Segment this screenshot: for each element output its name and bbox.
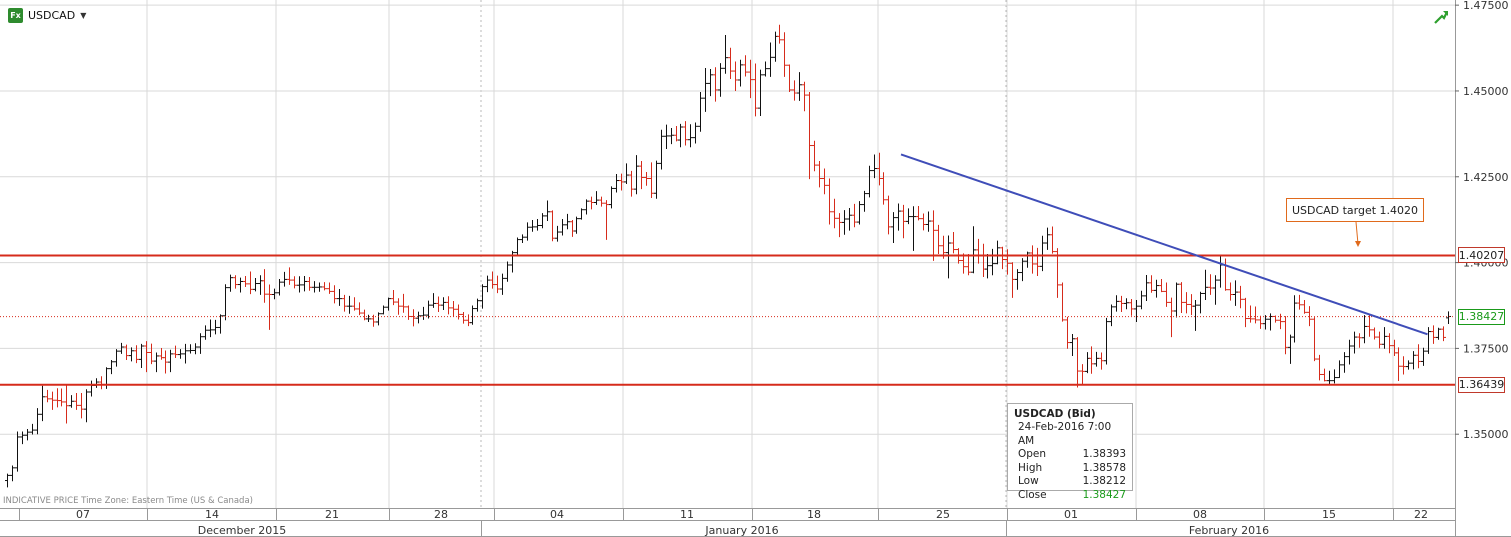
ohlc-datetime-value: 24-Feb-2016 7:00 AM	[1018, 421, 1112, 447]
trend-up-icon[interactable]	[1433, 9, 1449, 25]
trendline	[900, 153, 1428, 336]
y-tick-label: 1.45000	[1463, 85, 1509, 98]
footer-note: INDICATIVE PRICE Time Zone: Eastern Time…	[3, 496, 253, 506]
target-annotation-text: USDCAD target 1.4020	[1291, 203, 1419, 217]
ohlc-high-value: 1.38578	[1082, 461, 1126, 474]
ohlc-open-label: Open	[1018, 448, 1047, 461]
ohlc-close-value: 1.38427	[1082, 488, 1126, 501]
ohlc-panel: USDCAD (Bid) 24-Feb-2016 7:00 AM Open 1.…	[1007, 403, 1133, 501]
y-tick-label: 1.47500	[1463, 0, 1509, 12]
x-tick-label: 07	[76, 508, 90, 521]
ohlc-close-label: Close	[1018, 488, 1047, 501]
symbol-selector[interactable]: Fx USDCAD ▼	[8, 8, 86, 23]
annotation-pointer	[1355, 221, 1359, 245]
ohlc-title: USDCAD (Bid)	[1014, 408, 1096, 420]
target-annotation: USDCAD target 1.4020	[1286, 198, 1424, 222]
fx-icon: Fx	[8, 8, 23, 23]
x-tick-label: 18	[807, 508, 821, 521]
ohlc-row-open: Open 1.38393	[1014, 448, 1126, 462]
x-tick-label: 01	[1064, 508, 1078, 521]
ohlc-datetime: 24-Feb-2016 7:00 AM	[1014, 421, 1126, 448]
x-tick-label: 14	[205, 508, 219, 521]
x-tick-label: 25	[936, 508, 950, 521]
x-tick-label: 15	[1322, 508, 1336, 521]
y-tick-label: 1.37500	[1463, 342, 1509, 355]
resistance-price-label: 1.40207	[1458, 248, 1505, 262]
x-tick-label: 04	[550, 508, 564, 521]
x-tick-label: 21	[325, 508, 339, 521]
ohlc-open-value: 1.38393	[1082, 448, 1126, 461]
symbol-label: USDCAD	[28, 9, 76, 22]
x-tick-label: 08	[1193, 508, 1207, 521]
ohlc-high-label: High	[1018, 461, 1043, 474]
ohlc-row-low: Low 1.38212	[1014, 475, 1126, 489]
x-month-label: February 2016	[1189, 524, 1269, 537]
support-price-tag: 1.36439	[1458, 376, 1505, 393]
ohlc-low-label: Low	[1018, 475, 1039, 488]
y-tick-label: 1.42500	[1463, 171, 1509, 184]
x-tick-label: 11	[680, 508, 694, 521]
current-price-label: 1.38427	[1458, 310, 1505, 324]
resistance-price-tag: 1.40207	[1458, 247, 1505, 264]
x-tick-label: 22	[1414, 508, 1428, 521]
ohlc-low-value: 1.38212	[1082, 475, 1126, 488]
x-axis-band	[0, 508, 1455, 537]
ohlc-row-high: High 1.38578	[1014, 462, 1126, 476]
annotation-arrowhead	[1355, 241, 1361, 247]
x-month-label: December 2015	[198, 524, 287, 537]
chevron-down-icon: ▼	[80, 11, 87, 20]
current-price-tag: 1.38427	[1458, 308, 1505, 325]
ohlc-row-close: Close 1.38427	[1014, 489, 1126, 503]
support-price-label: 1.36439	[1458, 378, 1505, 392]
x-month-label: January 2016	[704, 524, 778, 537]
y-tick-label: 1.35000	[1463, 428, 1509, 441]
x-tick-label: 28	[434, 508, 448, 521]
